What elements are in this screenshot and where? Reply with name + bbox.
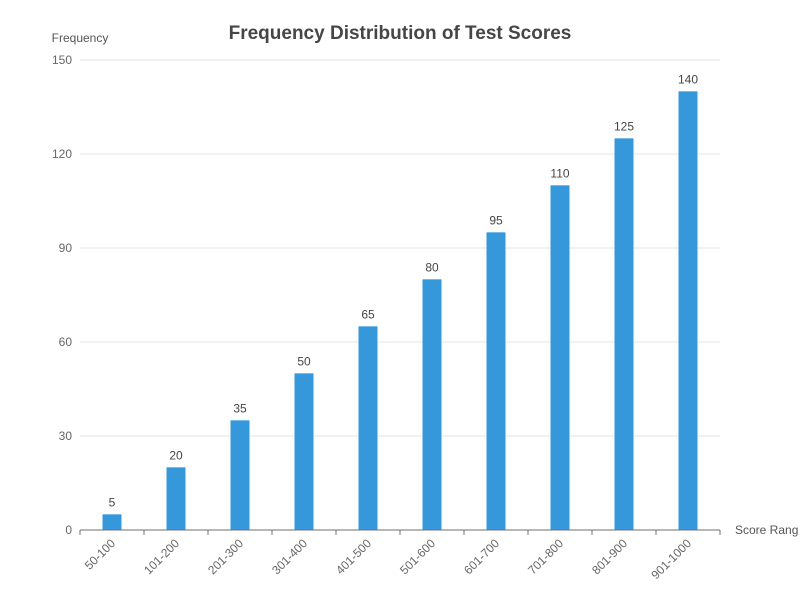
x-axis-ticks: 50-100 101-200 201-300 301-400 401-500 501-60… bbox=[79, 530, 721, 582]
bar[interactable] bbox=[678, 91, 698, 530]
bar[interactable] bbox=[230, 420, 250, 530]
bar[interactable] bbox=[358, 326, 378, 530]
data-label: 5 bbox=[109, 495, 116, 509]
data-label: 95 bbox=[489, 213, 503, 227]
bar[interactable] bbox=[550, 185, 570, 531]
x-tick-label: 50-100 bbox=[82, 536, 119, 573]
y-tick-label: 60 bbox=[59, 335, 73, 349]
x-tick-label: 601-700 bbox=[461, 536, 502, 577]
x-axis-label: Score Rang bbox=[735, 523, 798, 537]
y-tick-label: 90 bbox=[59, 241, 73, 255]
y-axis-label: Frequency bbox=[52, 31, 109, 45]
bar[interactable] bbox=[166, 467, 186, 530]
x-tick-label: 501-600 bbox=[397, 536, 438, 577]
data-label: 110 bbox=[550, 166, 569, 180]
bar[interactable] bbox=[486, 232, 506, 531]
bars bbox=[102, 91, 698, 531]
data-label: 35 bbox=[233, 401, 247, 415]
x-tick-label: 901-1000 bbox=[648, 536, 694, 582]
bar[interactable] bbox=[422, 279, 442, 530]
x-tick-label: 801-900 bbox=[589, 536, 630, 577]
y-axis-ticks: 0 30 60 90 120 150 bbox=[52, 53, 72, 537]
x-tick-label: 201-300 bbox=[205, 536, 246, 577]
x-tick-label: 401-500 bbox=[333, 536, 374, 577]
x-tick-label: 101-200 bbox=[141, 536, 182, 577]
chart-title: Frequency Distribution of Test Scores bbox=[229, 23, 572, 44]
y-tick-label: 30 bbox=[59, 429, 73, 443]
data-label: 80 bbox=[425, 260, 439, 274]
x-tick-label: 701-800 bbox=[525, 536, 566, 577]
data-label: 20 bbox=[169, 448, 183, 462]
data-label: 50 bbox=[297, 354, 311, 368]
data-label: 140 bbox=[678, 72, 698, 86]
y-tick-label: 150 bbox=[52, 53, 72, 67]
y-tick-label: 0 bbox=[65, 523, 72, 537]
data-label: 125 bbox=[614, 119, 634, 133]
bar[interactable] bbox=[294, 373, 314, 530]
y-tick-label: 120 bbox=[52, 147, 72, 161]
grid bbox=[80, 59, 720, 437]
bar[interactable] bbox=[102, 514, 122, 530]
data-labels: 5 20 35 50 65 80 95 110 125 140 bbox=[109, 72, 699, 509]
x-tick-label: 301-400 bbox=[269, 536, 310, 577]
data-label: 65 bbox=[361, 307, 375, 321]
bar[interactable] bbox=[614, 138, 634, 531]
